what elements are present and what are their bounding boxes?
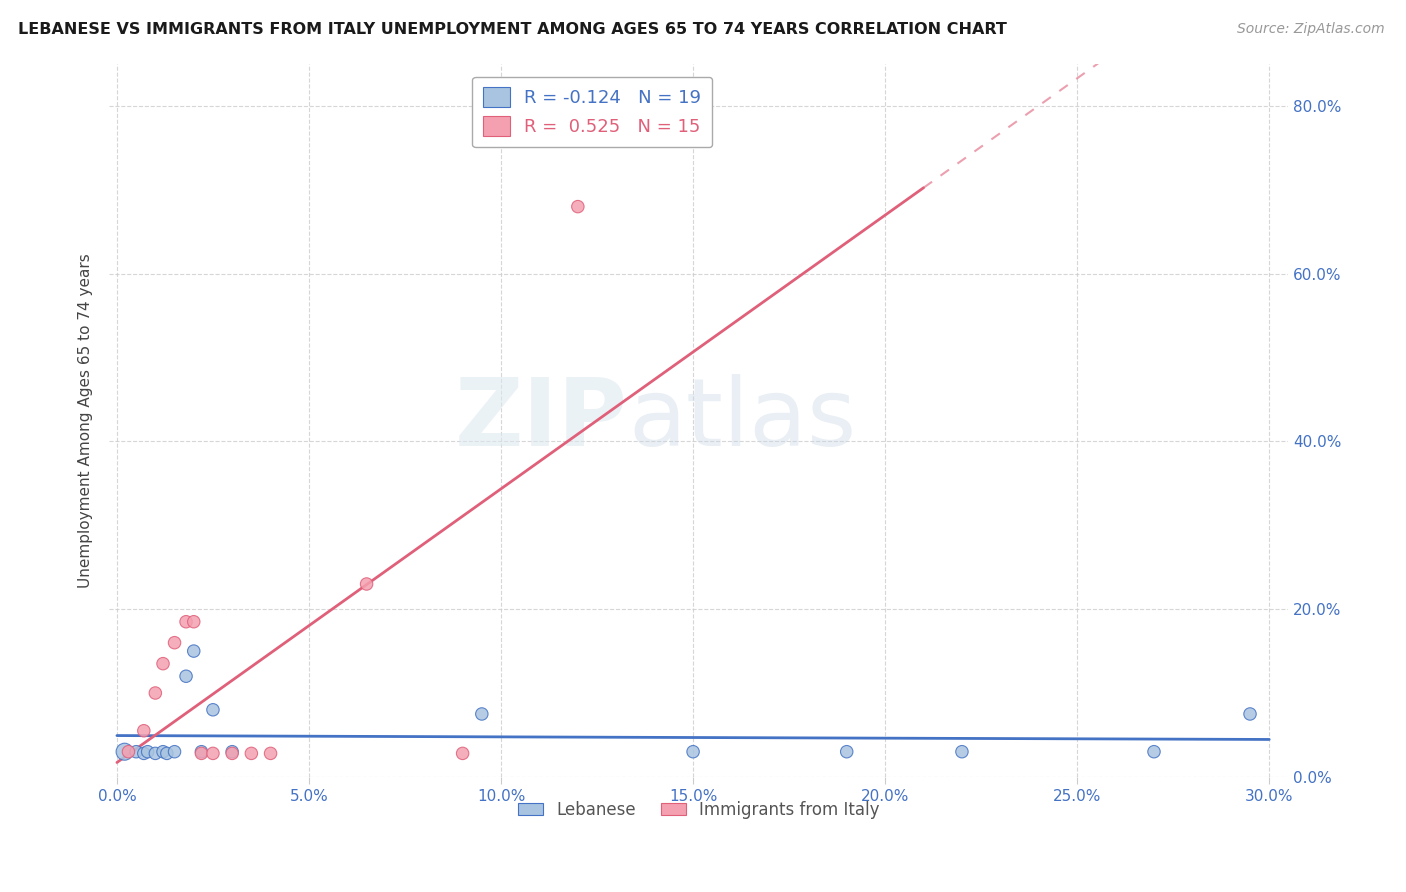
Point <box>125 745 148 759</box>
Point <box>682 745 704 759</box>
Point <box>132 747 155 761</box>
Point <box>183 615 205 629</box>
Point <box>201 747 224 761</box>
Point <box>117 745 139 759</box>
Point <box>259 747 281 761</box>
Point <box>567 200 589 214</box>
Point <box>163 636 186 650</box>
Point <box>174 615 197 629</box>
Point <box>221 747 243 761</box>
Point <box>1143 745 1166 759</box>
Point <box>201 703 224 717</box>
Point <box>356 577 378 591</box>
Point <box>152 745 174 759</box>
Point <box>471 706 494 721</box>
Point <box>451 747 474 761</box>
Point <box>152 657 174 671</box>
Point <box>174 669 197 683</box>
Point <box>183 644 205 658</box>
Point <box>835 745 858 759</box>
Text: atlas: atlas <box>628 375 856 467</box>
Point <box>190 745 212 759</box>
Point <box>221 745 243 759</box>
Text: Source: ZipAtlas.com: Source: ZipAtlas.com <box>1237 22 1385 37</box>
Point <box>132 723 155 738</box>
Text: ZIP: ZIP <box>456 375 628 467</box>
Point <box>143 747 166 761</box>
Point <box>136 745 159 759</box>
Point <box>1239 706 1261 721</box>
Point <box>950 745 973 759</box>
Point <box>163 745 186 759</box>
Legend: Lebanese, Immigrants from Italy: Lebanese, Immigrants from Italy <box>512 794 886 826</box>
Point <box>143 686 166 700</box>
Point <box>240 747 263 761</box>
Text: LEBANESE VS IMMIGRANTS FROM ITALY UNEMPLOYMENT AMONG AGES 65 TO 74 YEARS CORRELA: LEBANESE VS IMMIGRANTS FROM ITALY UNEMPL… <box>18 22 1007 37</box>
Point <box>190 747 212 761</box>
Point <box>156 747 179 761</box>
Point <box>114 745 136 759</box>
Y-axis label: Unemployment Among Ages 65 to 74 years: Unemployment Among Ages 65 to 74 years <box>79 253 93 588</box>
